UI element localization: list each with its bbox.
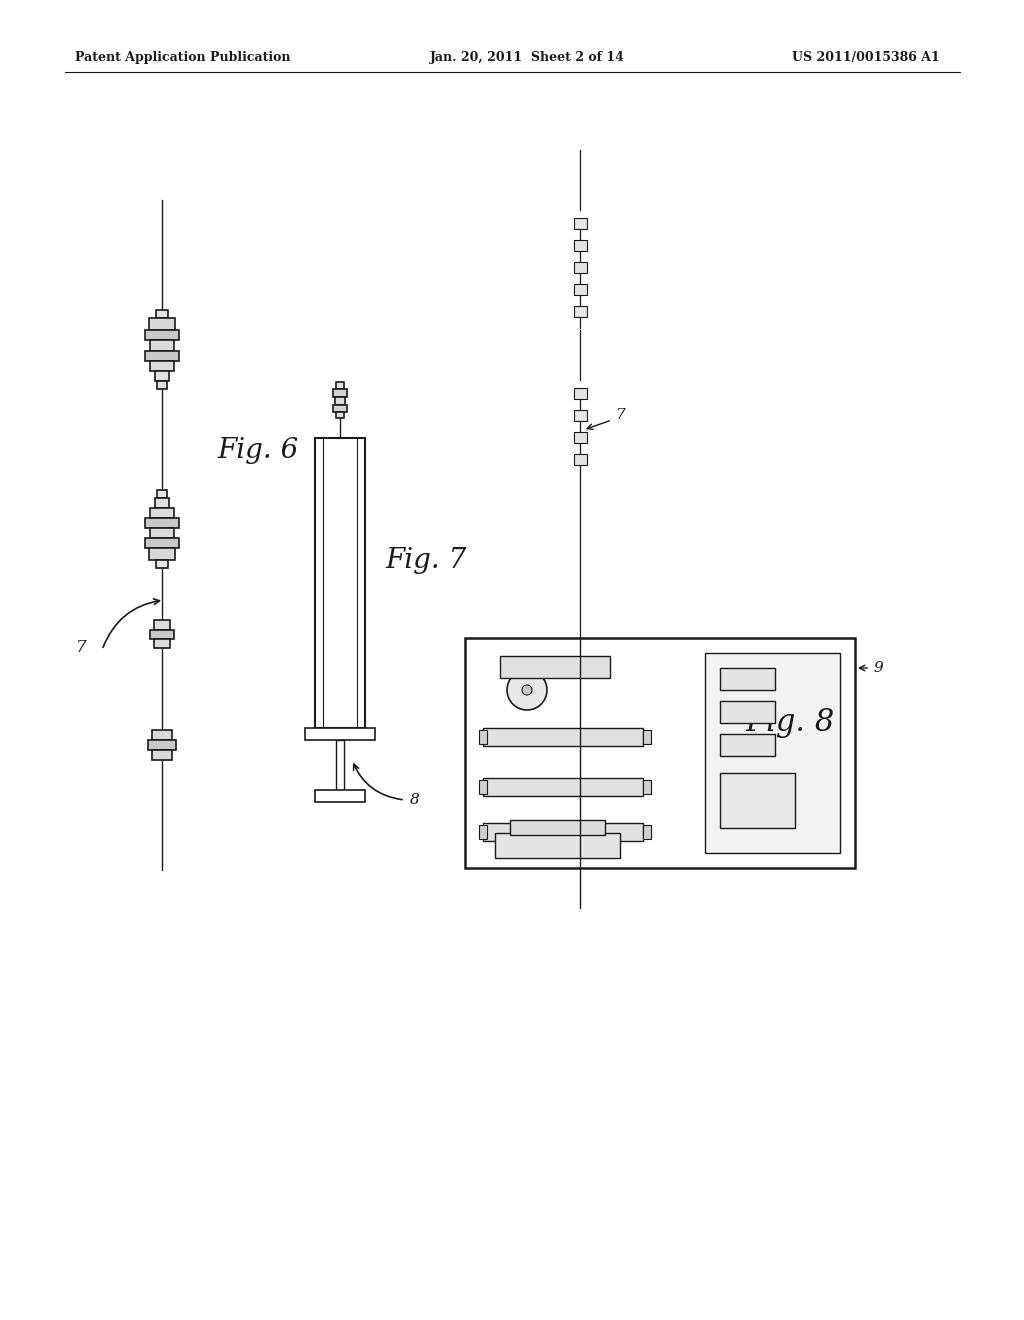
- Text: Jan. 20, 2011  Sheet 2 of 14: Jan. 20, 2011 Sheet 2 of 14: [430, 51, 625, 65]
- Bar: [305, 729, 375, 741]
- Bar: [154, 620, 170, 630]
- Bar: [148, 741, 176, 750]
- Bar: [150, 630, 174, 639]
- Bar: [574, 284, 587, 294]
- Bar: [720, 734, 775, 756]
- Bar: [336, 412, 344, 418]
- Bar: [156, 310, 168, 318]
- Bar: [154, 639, 170, 648]
- Bar: [479, 730, 487, 744]
- Bar: [150, 548, 175, 560]
- Bar: [150, 318, 175, 330]
- Bar: [720, 774, 795, 828]
- Bar: [510, 820, 605, 836]
- Bar: [157, 381, 167, 389]
- Bar: [150, 360, 174, 371]
- Bar: [560, 668, 568, 853]
- Bar: [155, 498, 169, 508]
- Bar: [574, 306, 587, 317]
- Bar: [150, 528, 174, 539]
- Bar: [643, 730, 651, 744]
- Bar: [152, 750, 172, 760]
- Bar: [520, 668, 528, 853]
- Bar: [145, 517, 179, 528]
- Text: US 2011/0015386 A1: US 2011/0015386 A1: [793, 51, 940, 65]
- Text: 9: 9: [873, 661, 883, 675]
- Text: 8: 8: [510, 656, 520, 671]
- Text: Fig. 6: Fig. 6: [217, 437, 298, 463]
- Bar: [643, 825, 651, 840]
- Bar: [152, 730, 172, 741]
- Bar: [335, 397, 345, 405]
- Bar: [150, 341, 174, 351]
- Bar: [479, 825, 487, 840]
- Bar: [495, 833, 620, 858]
- Bar: [574, 240, 587, 251]
- Text: Fig. 7: Fig. 7: [385, 546, 466, 573]
- Text: Fig. 8: Fig. 8: [745, 708, 835, 738]
- Bar: [336, 381, 344, 389]
- Bar: [479, 780, 487, 795]
- Bar: [720, 701, 775, 723]
- Bar: [156, 560, 168, 568]
- Text: 7: 7: [77, 639, 87, 656]
- Bar: [643, 780, 651, 795]
- Bar: [483, 822, 643, 841]
- Bar: [336, 741, 344, 789]
- Circle shape: [507, 671, 547, 710]
- Bar: [157, 490, 167, 498]
- Bar: [705, 653, 840, 853]
- Bar: [150, 508, 174, 517]
- Bar: [333, 389, 347, 397]
- Bar: [574, 432, 587, 444]
- Bar: [333, 405, 347, 412]
- Bar: [483, 777, 643, 796]
- Bar: [574, 454, 587, 465]
- Bar: [483, 729, 643, 746]
- Text: 8: 8: [410, 793, 420, 807]
- Bar: [720, 668, 775, 690]
- Bar: [145, 330, 179, 341]
- Bar: [315, 789, 365, 803]
- Bar: [145, 539, 179, 548]
- Bar: [574, 411, 587, 421]
- Bar: [315, 438, 365, 729]
- Text: 7: 7: [615, 408, 625, 422]
- Bar: [500, 656, 610, 678]
- Text: Patent Application Publication: Patent Application Publication: [75, 51, 291, 65]
- Bar: [574, 261, 587, 273]
- Bar: [574, 218, 587, 228]
- Circle shape: [522, 685, 532, 696]
- Bar: [145, 351, 179, 360]
- Bar: [574, 388, 587, 399]
- Bar: [155, 371, 169, 381]
- Bar: [465, 638, 855, 869]
